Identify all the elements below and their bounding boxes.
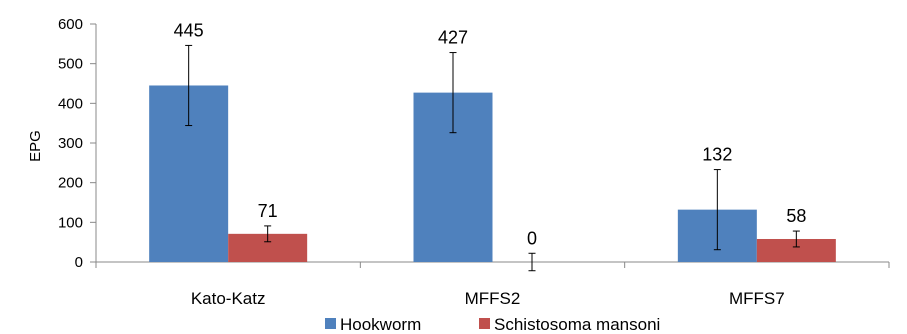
y-tick-label: 500 (58, 56, 83, 73)
data-label: 445 (174, 20, 204, 40)
bars (149, 85, 836, 262)
x-category-label: MFFS2 (465, 289, 521, 308)
y-tick-label: 300 (58, 135, 83, 152)
data-label: 71 (258, 201, 278, 221)
legend-swatch (479, 318, 490, 329)
data-label: 58 (786, 206, 806, 226)
y-axis-label: EPG (27, 130, 44, 162)
data-label: 427 (438, 28, 468, 48)
y-tick-label: 400 (58, 95, 83, 112)
y-tick-label: 200 (58, 175, 83, 192)
y-tick-label: 100 (58, 214, 83, 231)
legend-label: Hookworm (340, 315, 421, 334)
bar-schistosoma-mansoni (756, 238, 836, 262)
legend-swatch (325, 318, 336, 329)
y-tick-label: 600 (58, 16, 83, 33)
data-label: 0 (527, 228, 537, 248)
legend-label: Schistosoma mansoni (494, 315, 660, 334)
legend: Hookworm Schistosoma mansoni (325, 315, 660, 334)
data-label: 132 (702, 145, 732, 165)
data-labels: 445 427 132 71 0 58 (174, 20, 807, 248)
x-category-label: MFFS7 (729, 289, 785, 308)
axes: 0 100 200 300 400 500 600 Kato-Katz MFFS2 MFFS7 (58, 16, 890, 308)
error-bars (185, 44, 800, 272)
x-category-label: Kato-Katz (191, 289, 266, 308)
y-tick-label: 0 (75, 254, 83, 271)
